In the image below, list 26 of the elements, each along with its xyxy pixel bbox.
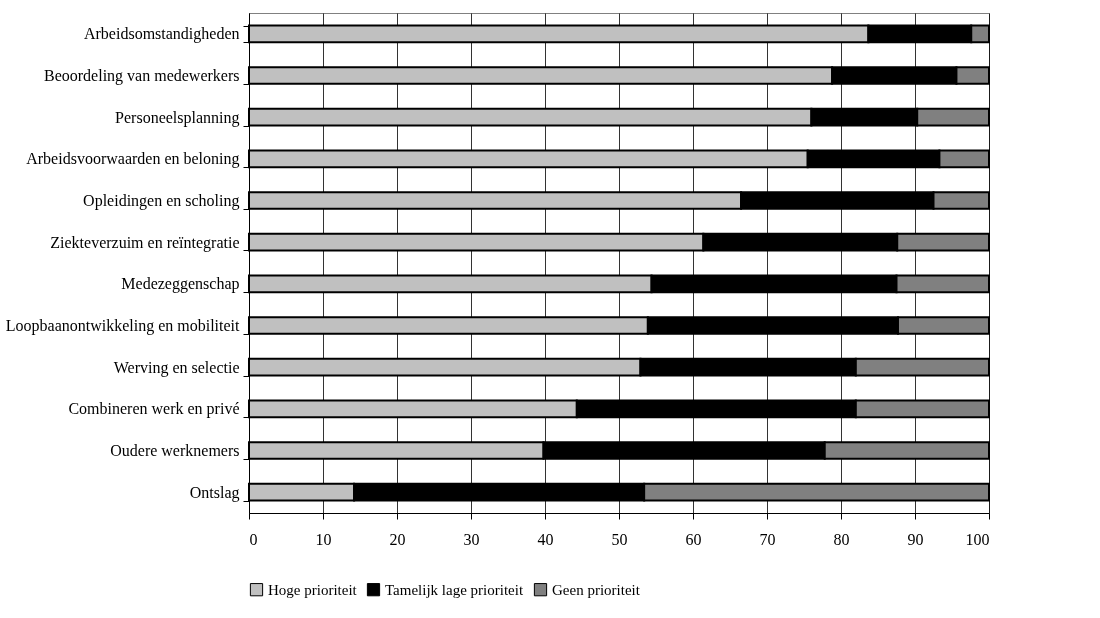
y-tick-label: Ontslag <box>189 483 240 502</box>
y-tick-label: Loopbaanontwikkeling en mobiliteit <box>5 317 241 335</box>
y-tick-label: Werving en selectie <box>113 358 240 377</box>
x-tick-label: 100 <box>965 530 990 548</box>
legend-label: Geen prioriteit <box>552 581 641 598</box>
y-tick-label: Personeelsplanning <box>115 108 240 127</box>
x-tick-label: 30 <box>463 530 480 548</box>
legend-label: Hoge prioriteit <box>268 581 358 598</box>
legend-label: Tamelijk lage prioriteit <box>385 581 524 598</box>
x-tick-label: 70 <box>759 530 776 548</box>
x-tick-label: 20 <box>389 530 406 548</box>
x-tick-label: 40 <box>537 530 554 548</box>
x-tick-label: 50 <box>611 530 628 548</box>
x-tick-label: 90 <box>907 530 924 548</box>
y-tick-label: Arbeidsvoorwaarden en beloning <box>26 150 240 169</box>
y-tick-label: Opleidingen en scholing <box>83 192 240 210</box>
x-tick-label: 0 <box>249 530 258 548</box>
x-tick-label: 10 <box>315 530 332 548</box>
y-tick-label: Oudere werknemers <box>110 442 240 459</box>
y-tick-label: Ziekteverzuim en reïntegratie <box>50 233 240 252</box>
y-tick-label: Medezeggenschap <box>121 275 240 294</box>
y-tick-label: Beoordeling van medewerkers <box>44 67 240 85</box>
y-tick-label: Combineren werk en privé <box>68 400 240 419</box>
x-tick-label: 80 <box>833 530 850 548</box>
x-tick-label: 60 <box>685 530 702 548</box>
y-tick-label: Arbeidsomstandigheden <box>83 25 240 44</box>
